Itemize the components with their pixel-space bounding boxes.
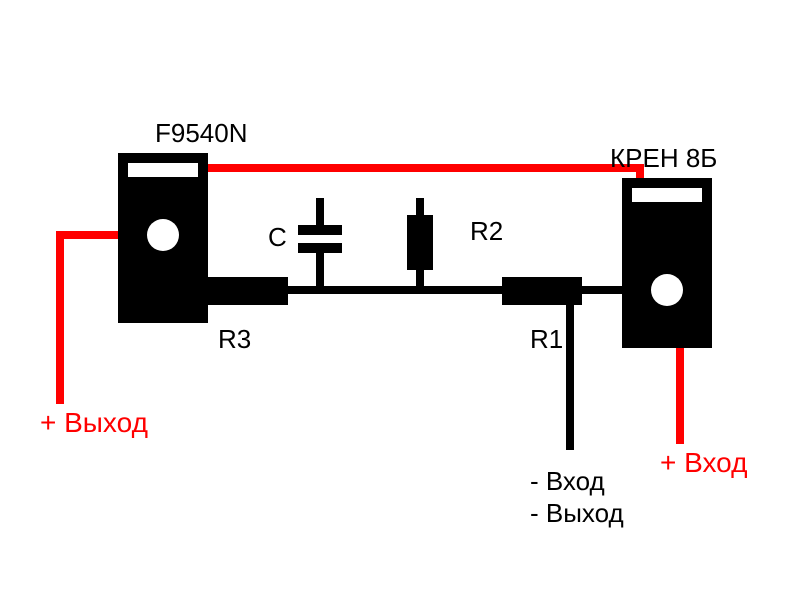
- resistor-r3: [208, 277, 288, 305]
- label-c: C: [268, 222, 287, 252]
- wire-top-red: [160, 168, 640, 190]
- component-r2: [407, 198, 433, 290]
- ic-f9540n: [118, 153, 208, 323]
- label-in-plus: + Вход: [660, 447, 747, 478]
- circuit-diagram: F9540N КРЕН 8Б C R2 R3 R1 + Выход + Вход…: [0, 0, 800, 600]
- label-out-minus: - Выход: [530, 498, 624, 528]
- ic-kren8b: [622, 178, 712, 348]
- label-r3: R3: [218, 324, 251, 354]
- label-r2: R2: [470, 216, 503, 246]
- capacitor-c: [298, 198, 342, 290]
- wire-out-plus: [60, 235, 118, 400]
- label-r1: R1: [530, 324, 563, 354]
- label-ic-left: F9540N: [155, 118, 248, 148]
- resistor-r1: [502, 277, 582, 305]
- label-in-minus: - Вход: [530, 466, 605, 496]
- label-out-plus: + Выход: [40, 407, 148, 438]
- label-ic-right: КРЕН 8Б: [610, 143, 717, 173]
